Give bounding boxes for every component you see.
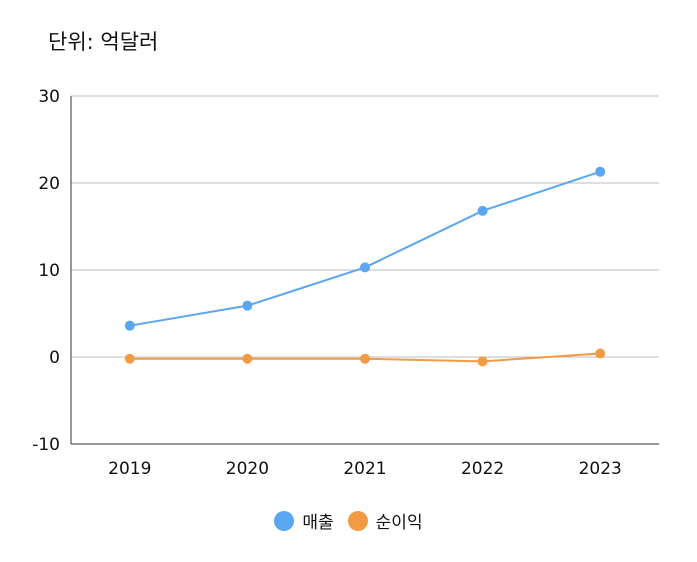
- data-point: [360, 262, 370, 273]
- legend-label-net-income: 순이익: [375, 513, 423, 533]
- unit-label: 단위: 억달러: [48, 30, 159, 54]
- gridlines: [71, 95, 659, 358]
- data-point: [477, 205, 488, 216]
- series: [124, 166, 606, 367]
- data-point: [242, 353, 253, 364]
- x-tick-label: 2023: [579, 459, 622, 479]
- legend-swatch-revenue: [274, 510, 295, 531]
- legend-item-revenue[interactable]: 매출: [274, 508, 334, 533]
- x-tick-label: 2020: [226, 459, 269, 479]
- data-point: [242, 300, 253, 311]
- data-point: [360, 353, 370, 364]
- y-tick-label: -10: [32, 435, 60, 455]
- data-point: [595, 348, 606, 359]
- x-tick-label: 2022: [461, 459, 504, 479]
- y-tick-label: 20: [38, 174, 60, 194]
- y-tick-label: 0: [49, 348, 60, 368]
- x-tick-label: 2021: [343, 459, 386, 479]
- legend-label-revenue: 매출: [302, 513, 334, 533]
- data-point: [124, 320, 135, 331]
- series-line-0: [129, 170, 601, 327]
- data-point: [477, 356, 488, 367]
- data-point: [124, 353, 135, 364]
- y-tick-label: 10: [38, 261, 60, 281]
- axes: -10 0 10 20 30 2019 2020 2021 2022 2023: [32, 87, 659, 479]
- legend-item-net-income[interactable]: 순이익: [347, 508, 423, 533]
- legend-swatch-net-income: [347, 510, 368, 531]
- x-tick-label: 2019: [108, 459, 151, 479]
- legend: 매출 순이익: [0, 508, 697, 533]
- data-point: [595, 166, 606, 177]
- y-tick-label: 30: [38, 87, 60, 107]
